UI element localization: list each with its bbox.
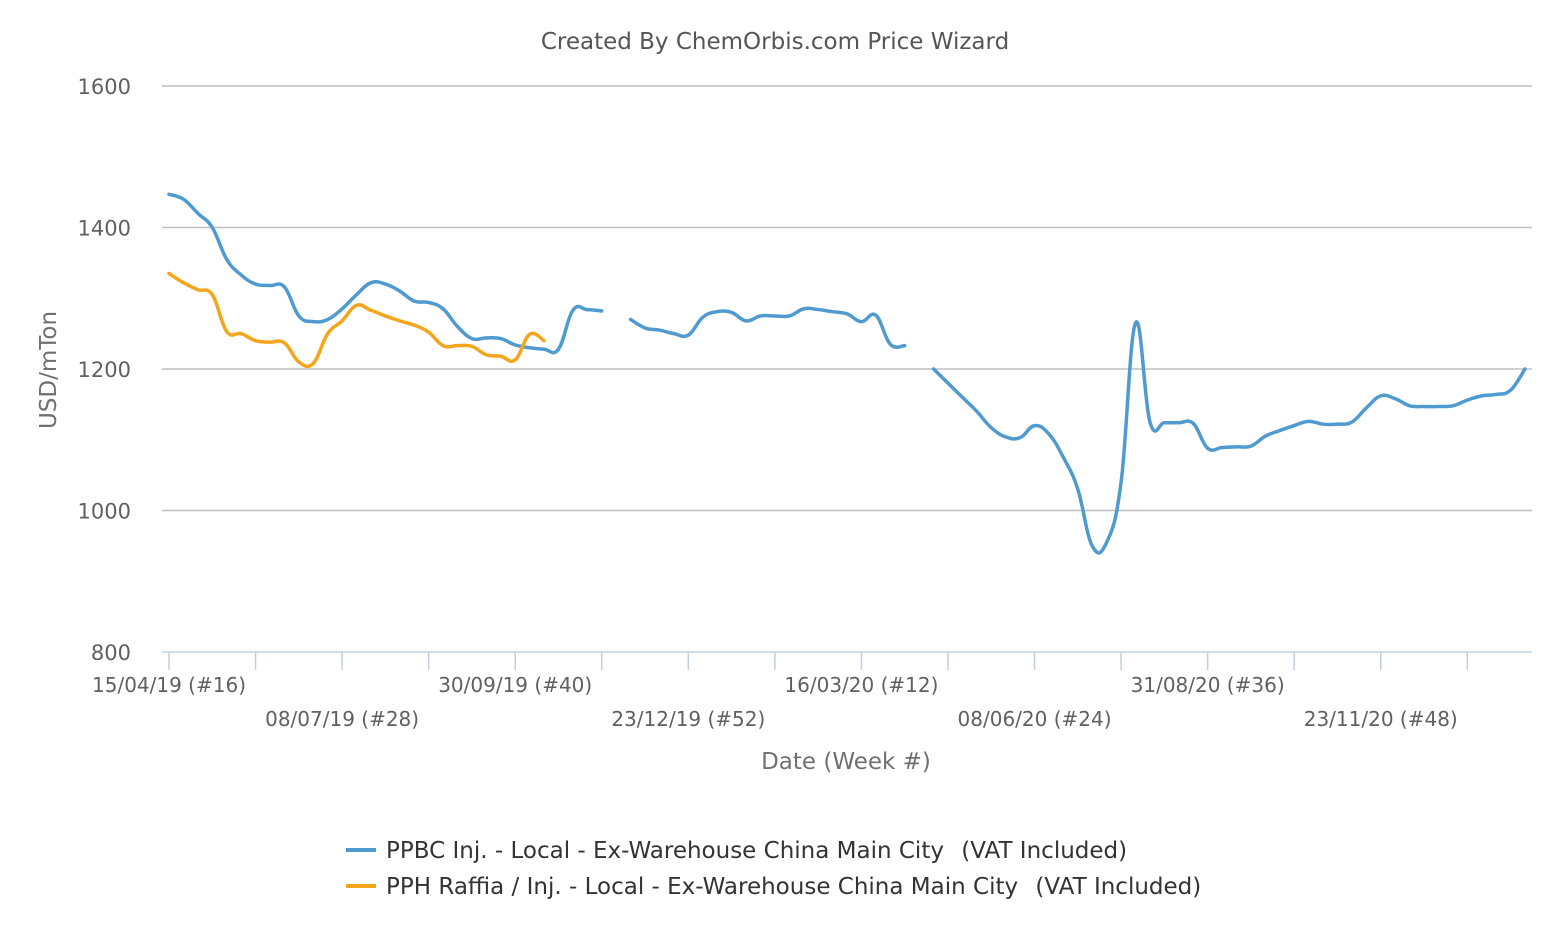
legend-item-ppbc[interactable]: PPBC Inj. - Local - Ex-Warehouse China M… (346, 838, 1127, 864)
y-axis: 800 1000 1200 1400 1600 (78, 75, 131, 665)
x-tick-label: 16/03/20 (#12) (784, 673, 938, 697)
series-line-segment (931, 320, 1527, 555)
x-tick-label: 15/04/19 (#16) (92, 673, 246, 697)
series-line-segment (167, 192, 604, 355)
legend-name-ppbc: PPBC Inj. - Local - Ex-Warehouse China M… (386, 838, 944, 864)
y-tick-label: 1400 (78, 217, 131, 241)
grid-layer (162, 85, 1532, 512)
series-line-segment (628, 306, 907, 350)
legend-name-pph: PPH Raffia / Inj. - Local - Ex-Warehouse… (386, 874, 1018, 900)
x-tick-label: 23/12/19 (#52) (611, 707, 765, 731)
x-tick-label: 31/08/20 (#36) (1131, 673, 1285, 697)
legend: PPBC Inj. - Local - Ex-Warehouse China M… (346, 838, 1201, 900)
chart-title: Created By ChemOrbis.com Price Wizard (541, 29, 1009, 55)
series-1 (167, 271, 546, 369)
x-tick-label: 23/11/20 (#48) (1304, 707, 1458, 731)
legend-label-pph: PPH Raffia / Inj. - Local - Ex-Warehouse… (386, 874, 1201, 900)
x-tick-label: 08/06/20 (#24) (958, 707, 1112, 731)
x-axis: 15/04/19 (#16) 08/07/19 (#28) 30/09/19 (#4… (92, 651, 1532, 731)
y-tick-label: 1200 (78, 358, 131, 382)
y-tick-label: 800 (91, 641, 131, 665)
y-axis-title: USD/mTon (36, 311, 62, 429)
series-0 (167, 192, 1527, 555)
legend-label-ppbc: PPBC Inj. - Local - Ex-Warehouse China M… (386, 838, 1127, 864)
x-axis-title: Date (Week #) (761, 749, 931, 775)
legend-suffix-pph: (VAT Included) (1035, 874, 1201, 900)
x-tick-label: 08/07/19 (#28) (265, 707, 419, 731)
series-layer (167, 192, 1527, 555)
y-tick-label: 1600 (78, 75, 131, 99)
y-tick-label: 1000 (78, 500, 131, 524)
series-line-segment (167, 271, 546, 369)
legend-suffix-ppbc: (VAT Included) (961, 838, 1127, 864)
legend-item-pph[interactable]: PPH Raffia / Inj. - Local - Ex-Warehouse… (346, 874, 1201, 900)
x-tick-label: 30/09/19 (#40) (438, 673, 592, 697)
